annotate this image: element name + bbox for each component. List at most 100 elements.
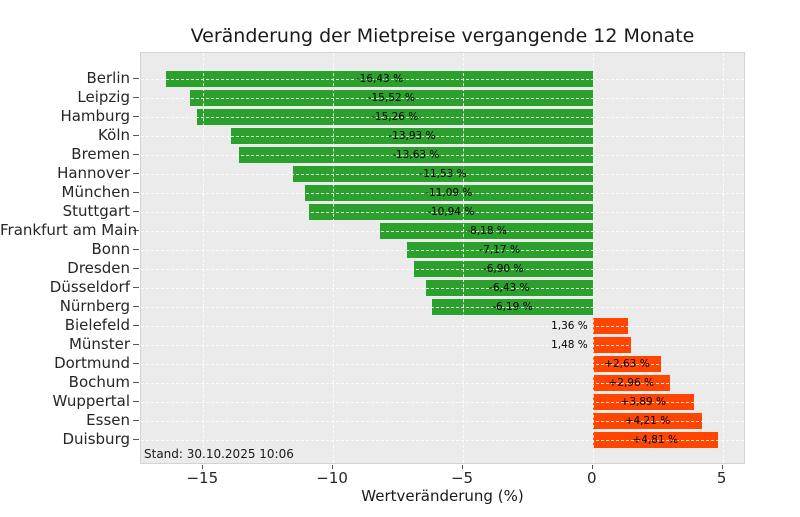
y-tick-label-dresden: Dresden [67,259,130,277]
gridline-x [203,53,205,463]
y-tick-label-berlin: Berlin [86,69,130,87]
y-tick-mark [133,192,139,193]
x-tick-mark [202,465,204,469]
y-tick-mark [133,363,139,364]
y-tick-label-bonn: Bonn [91,240,130,258]
bar-value-label: -6,43 % [489,282,530,294]
y-tick-label-wuppertal: Wuppertal [52,392,130,410]
gridline-y [141,98,744,99]
gridline-y [141,345,744,346]
x-tick-label: −10 [316,469,348,487]
bar-value-label: -6,19 % [492,301,533,313]
gridline-y [141,79,744,80]
bar-value-label: 1,48 % [551,339,588,351]
gridline-y [141,269,744,270]
gridline-y [141,421,744,422]
gridline-y [141,364,744,365]
chart-title: Veränderung der Mietpreise vergangende 1… [190,25,695,47]
y-tick-label-essen: Essen [86,411,130,429]
y-tick-label-dortmund: Dortmund [54,354,130,372]
gridline-y [141,440,744,441]
y-tick-label-duisburg: Duisburg [62,430,131,448]
y-tick-label-d-sseldorf: Düsseldorf [49,278,130,296]
bar-value-label: -13,93 % [388,130,436,142]
y-tick-label-leipzig: Leipzig [77,88,130,106]
y-tick-mark [133,230,139,231]
y-tick-label-bochum: Bochum [68,373,130,391]
x-axis-label: Wertveränderung (%) [361,487,524,505]
x-tick-label: 0 [587,469,597,487]
y-tick-mark [133,401,139,402]
x-tick-label: −15 [186,469,219,487]
bar-value-label: +4,21 % [624,415,671,427]
y-tick-label-n-rnberg: Nürnberg [59,297,130,315]
x-tick-mark [462,465,463,469]
y-tick-label-m-nster: Münster [68,335,130,353]
gridline-y [141,155,744,156]
y-tick-mark [133,211,139,212]
bar-value-label: -16,43 % [355,73,404,85]
y-tick-mark [133,97,139,98]
gridline-y [141,326,744,327]
plot-area: Stand: 30.10.2025 10:06 -16,43 % -15,52 %… [140,52,745,464]
y-tick-mark [133,249,139,250]
gridline-y [141,117,744,118]
x-tick-label: 5 [716,469,727,487]
x-tick-mark [591,465,593,469]
gridline-y [141,402,744,403]
y-tick-label-m-nchen: München [61,183,130,201]
gridline-y [141,383,744,384]
bar-value-label: -8,18 % [466,225,507,237]
y-tick-mark [133,173,139,174]
bar-value-label: +3,89 % [620,396,667,408]
x-tick-label: −5 [450,469,474,487]
y-tick-mark [133,325,139,326]
gridline-y [141,231,744,232]
y-tick-mark [133,116,139,117]
gridline-x [592,53,594,463]
x-tick-mark [721,465,723,469]
bar-value-label: -15,52 % [367,92,415,104]
y-tick-mark [133,154,139,155]
gridline-y [141,250,744,251]
bar-value-label: -7,17 % [479,244,520,256]
y-tick-mark [133,78,139,79]
y-tick-mark [133,344,139,345]
gridline-x [463,53,464,463]
y-tick-label-frankfurt-am-main: Frankfurt am Main [0,221,138,239]
bar-value-label: -10,94 % [427,206,475,218]
y-tick-label-bremen: Bremen [71,145,130,163]
gridline-x [722,53,724,463]
y-tick-mark [133,135,139,136]
gridline-y [141,212,744,213]
bar-value-label: -15,26 % [371,111,419,123]
y-tick-mark [133,268,139,269]
gridline-y [141,193,744,194]
gridline-y [141,307,744,308]
y-tick-mark [133,306,139,307]
annotation-stand: Stand: 30.10.2025 10:06 [144,447,294,461]
bar-value-label: 1,36 % [551,320,588,332]
gridline-y [141,174,744,175]
x-tick-mark [332,465,334,469]
y-tick-label-hamburg: Hamburg [60,107,130,125]
y-tick-label-bielefeld: Bielefeld [64,316,130,334]
bar-value-label: +4,81 % [632,434,678,446]
gridline-y [141,136,744,137]
bar-value-label: +2,63 % [604,358,650,370]
y-tick-label-k-ln: Köln [98,126,130,144]
bar-value-label: -6,90 % [482,263,524,275]
bar-value-label: -11,53 % [419,168,467,180]
y-tick-label-stuttgart: Stuttgart [62,202,130,220]
bar-value-label: -11,09 % [425,187,473,199]
bar-value-label: -13,63 % [392,149,440,161]
gridline-y [141,288,744,289]
y-tick-mark [133,287,139,288]
bar-value-label: +2,96 % [608,377,654,389]
y-tick-label-hannover: Hannover [57,164,130,182]
gridline-x [333,53,335,463]
y-tick-mark [133,420,139,421]
y-tick-mark [133,439,139,440]
y-tick-mark [133,382,139,383]
